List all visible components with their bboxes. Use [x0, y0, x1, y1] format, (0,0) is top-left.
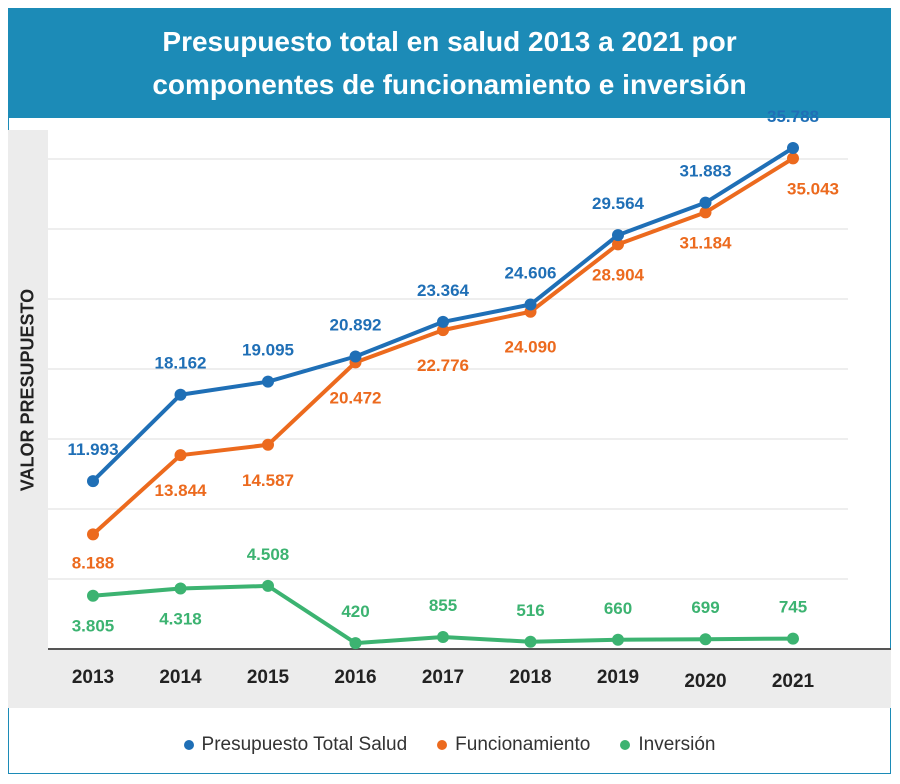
data-label: 660 — [604, 599, 632, 618]
gridlines — [48, 158, 848, 580]
data-point — [87, 589, 99, 602]
legend-label: Funcionamiento — [455, 734, 591, 755]
legend-marker — [437, 740, 448, 750]
series-line-funcionamiento — [91, 156, 795, 536]
legend-marker — [620, 740, 631, 750]
data-label: 20.472 — [330, 388, 382, 407]
data-label: 8.188 — [72, 553, 115, 572]
legend-label: Presupuesto Total Salud — [201, 734, 408, 755]
data-point — [262, 375, 274, 388]
x-tick-label: 2017 — [422, 667, 464, 688]
legend-item: Funcionamiento — [437, 734, 590, 756]
data-point — [174, 449, 187, 462]
data-label: 29.564 — [592, 194, 645, 213]
x-tick-labels: 2013 2014 2015 2016 2017 2018 2019 2020 2021 — [72, 667, 815, 692]
data-label: 35.788 — [767, 107, 819, 126]
legend-label: Inversión — [638, 734, 716, 755]
legend-marker — [183, 740, 194, 750]
data-point — [349, 637, 362, 650]
data-point — [174, 582, 187, 595]
x-tick-label: 2015 — [247, 667, 290, 688]
data-label: 855 — [429, 596, 457, 615]
data-point — [699, 196, 712, 209]
title-bar: Presupuesto total en salud 2013 a 2021 p… — [8, 8, 891, 118]
legend-item: Presupuesto Total Salud — [183, 734, 408, 756]
data-point — [437, 324, 449, 337]
data-point — [787, 152, 799, 165]
chart-frame — [8, 8, 891, 774]
y-axis-band — [8, 130, 48, 650]
data-label: 11.993 — [67, 440, 118, 459]
data-label: 516 — [516, 601, 544, 620]
x-tick-label: 2019 — [597, 667, 639, 688]
data-point — [787, 141, 799, 154]
data-label: 23.364 — [417, 281, 470, 300]
x-tick-label: 2014 — [159, 667, 202, 688]
data-point — [699, 633, 712, 646]
x-tick-label: 2013 — [72, 667, 114, 688]
data-label: 4.318 — [159, 610, 202, 629]
data-point — [87, 475, 99, 488]
data-point — [699, 206, 712, 219]
data-point — [612, 238, 624, 251]
data-point — [612, 229, 624, 242]
data-label: 20.892 — [330, 316, 382, 335]
data-label: 745 — [779, 598, 807, 617]
data-label: 31.184 — [680, 233, 733, 252]
data-label: 420 — [341, 602, 369, 621]
data-point — [524, 298, 537, 311]
data-point — [87, 528, 99, 541]
data-label: 35.043 — [787, 179, 839, 198]
series-layer: 3.805 4.318 4.508 420 855 516 660 699 745 8.188 13… — [67, 107, 839, 650]
data-point — [262, 438, 274, 451]
data-label: 24.090 — [505, 338, 557, 357]
x-tick-label: 2020 — [684, 671, 726, 692]
x-axis-band — [8, 650, 891, 708]
data-point — [437, 315, 449, 328]
legend: Presupuesto Total Salud Funcionamiento Inv… — [8, 722, 891, 768]
data-label: 3.805 — [72, 617, 115, 636]
data-point — [612, 633, 624, 646]
data-label: 19.095 — [242, 341, 294, 360]
data-label: 699 — [691, 598, 719, 617]
data-label: 24.606 — [505, 264, 557, 283]
x-tick-label: 2018 — [509, 667, 551, 688]
data-label: 14.587 — [242, 471, 294, 490]
x-tick-label: 2016 — [334, 667, 376, 688]
series-line-presupuesto-total-salud — [91, 146, 795, 483]
chart-title: Presupuesto total en salud 2013 a 2021 p… — [152, 26, 747, 100]
data-label: 31.883 — [680, 162, 732, 181]
data-point — [524, 635, 537, 648]
data-label: 22.776 — [417, 356, 469, 375]
data-label: 4.508 — [247, 545, 290, 564]
x-tick-label: 2021 — [772, 671, 815, 692]
data-point — [437, 631, 449, 644]
legend-item: Inversión — [620, 734, 715, 756]
data-label: 13.844 — [155, 481, 208, 500]
data-point — [174, 388, 187, 401]
data-point — [262, 579, 274, 592]
data-point — [787, 632, 799, 645]
data-point — [349, 350, 362, 363]
data-label: 28.904 — [592, 265, 645, 284]
data-label: 18.162 — [155, 354, 207, 373]
